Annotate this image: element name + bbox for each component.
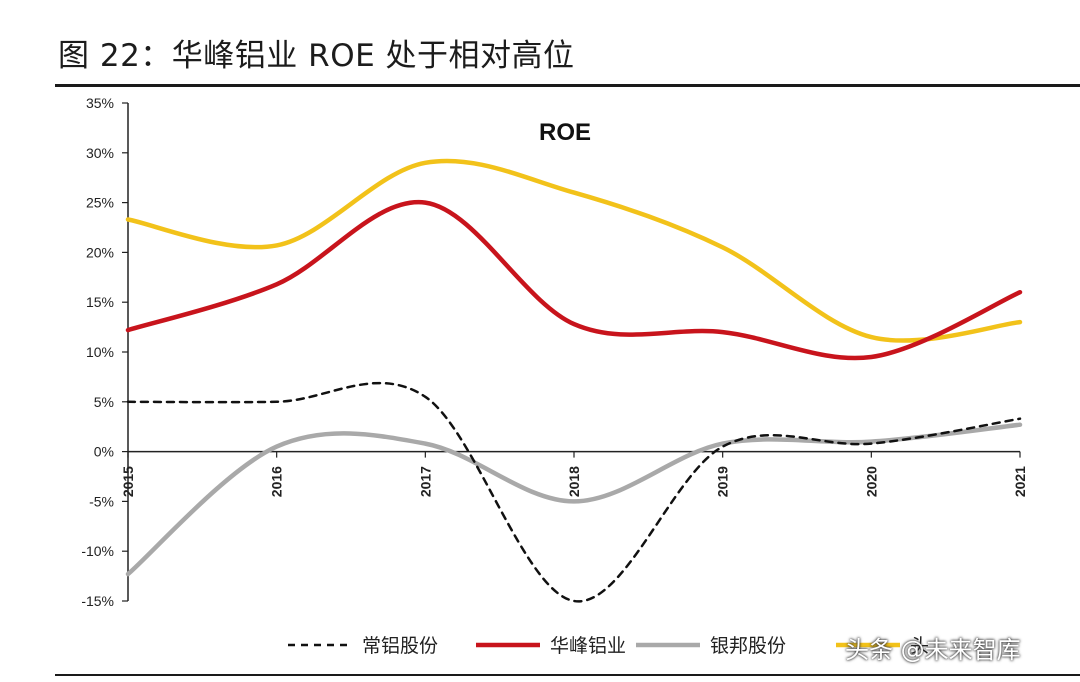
y-tick-label: -5%	[89, 493, 114, 509]
x-tick-label: 2017	[417, 466, 433, 497]
y-tick-label: 5%	[94, 394, 114, 410]
series-line-3	[125, 422, 1023, 577]
x-tick-label: 2020	[863, 466, 879, 497]
x-tick-label: 2018	[566, 466, 582, 497]
y-tick-label: 35%	[86, 95, 114, 111]
x-tick-label: 2016	[269, 466, 285, 497]
chart-legend: 常铝股份 华峰铝业 银邦股份 头	[288, 635, 929, 657]
chart-title: ROE	[539, 119, 591, 146]
x-tick-label: 2019	[715, 466, 731, 497]
y-tick-label: 30%	[86, 145, 114, 161]
y-tick-label: -15%	[81, 593, 114, 609]
series-line-4	[125, 158, 1023, 343]
figure-title: 图 22：华峰铝业 ROE 处于相对高位	[58, 38, 575, 74]
series-line-1	[126, 381, 1022, 603]
legend-label-1: 常铝股份	[362, 635, 438, 657]
y-tick-label: 15%	[86, 294, 114, 310]
y-tick-label: 0%	[94, 444, 114, 460]
series-line-2	[125, 200, 1023, 361]
y-tick-label: 20%	[86, 244, 114, 260]
chart-ticks: 35% 30% 25% 20% 15% 10% 5% 0% -5% -10% -15% 2015 201…	[81, 95, 1028, 609]
x-tick-label: 2021	[1012, 466, 1028, 497]
watermark-text: 头条 @未来智库	[845, 636, 1021, 664]
legend-label-4: 头	[910, 635, 929, 657]
legend-label-2: 华峰铝业	[550, 635, 626, 657]
chart-lines	[125, 158, 1023, 603]
y-tick-label: 10%	[86, 344, 114, 360]
y-tick-label: 25%	[86, 195, 114, 211]
y-tick-label: -10%	[81, 543, 114, 559]
x-tick-label: 2015	[120, 466, 136, 497]
title-rule	[55, 84, 1080, 87]
bottom-rule	[55, 674, 1080, 676]
legend-label-3: 银邦股份	[710, 635, 786, 657]
